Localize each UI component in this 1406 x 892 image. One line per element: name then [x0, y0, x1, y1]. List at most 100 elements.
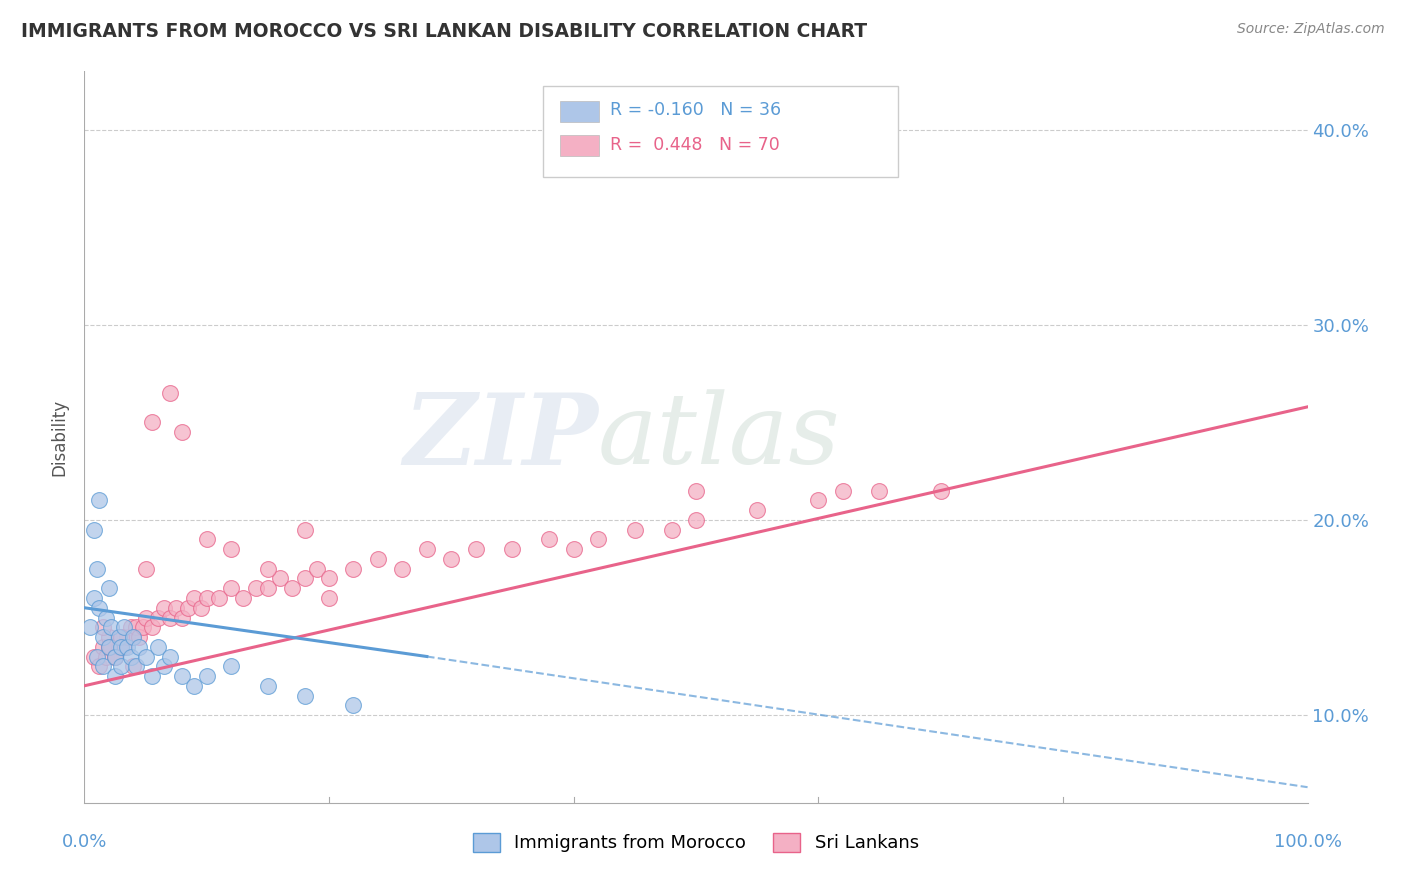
- Point: [83, 649, 105, 664]
- Point: [685, 513, 707, 527]
- Point: [257, 679, 280, 693]
- Point: [869, 483, 891, 498]
- Point: [219, 659, 242, 673]
- Point: [110, 630, 132, 644]
- Point: [97, 630, 120, 644]
- Point: [141, 669, 163, 683]
- Point: [100, 640, 122, 654]
- Point: [929, 483, 952, 498]
- Point: [190, 600, 212, 615]
- Point: [110, 640, 132, 654]
- Point: [159, 610, 181, 624]
- Point: [807, 493, 830, 508]
- Point: [141, 620, 163, 634]
- Point: [122, 630, 145, 644]
- Point: [269, 572, 291, 586]
- Point: [115, 630, 138, 644]
- Point: [245, 581, 267, 595]
- Point: [122, 659, 145, 673]
- Point: [97, 581, 120, 595]
- Point: [135, 562, 157, 576]
- Point: [685, 483, 707, 498]
- Point: [318, 591, 340, 605]
- Point: [86, 562, 108, 576]
- Point: [342, 562, 364, 576]
- Point: [128, 630, 150, 644]
- Point: [91, 659, 114, 673]
- Point: [367, 552, 389, 566]
- Point: [172, 425, 194, 440]
- FancyBboxPatch shape: [560, 135, 599, 156]
- Point: [87, 493, 110, 508]
- FancyBboxPatch shape: [543, 86, 898, 178]
- Point: [96, 610, 118, 624]
- Text: ZIP: ZIP: [404, 389, 598, 485]
- Point: [110, 630, 132, 644]
- Point: [257, 562, 280, 576]
- Point: [208, 591, 231, 605]
- Point: [132, 620, 155, 634]
- Point: [294, 689, 316, 703]
- Point: [104, 669, 127, 683]
- Point: [83, 591, 105, 605]
- Point: [107, 640, 129, 654]
- Point: [135, 649, 157, 664]
- Point: [195, 591, 218, 605]
- Point: [104, 649, 127, 664]
- Point: [195, 533, 218, 547]
- Point: [281, 581, 304, 595]
- Point: [97, 640, 120, 654]
- Point: [115, 640, 138, 654]
- Point: [305, 562, 328, 576]
- Point: [125, 620, 148, 634]
- Point: [562, 542, 585, 557]
- Point: [107, 630, 129, 644]
- Point: [146, 610, 169, 624]
- Point: [232, 591, 254, 605]
- Point: [110, 659, 132, 673]
- Point: [112, 620, 135, 634]
- Point: [97, 640, 120, 654]
- Point: [502, 542, 524, 557]
- Point: [416, 542, 439, 557]
- Point: [120, 620, 142, 634]
- Point: [219, 581, 242, 595]
- Text: Source: ZipAtlas.com: Source: ZipAtlas.com: [1237, 22, 1385, 37]
- Point: [153, 600, 176, 615]
- Point: [391, 562, 413, 576]
- Text: 0.0%: 0.0%: [62, 833, 107, 851]
- Point: [159, 386, 181, 401]
- Point: [831, 483, 853, 498]
- Point: [624, 523, 647, 537]
- Point: [538, 533, 561, 547]
- Point: [96, 649, 118, 664]
- Point: [83, 523, 105, 537]
- FancyBboxPatch shape: [560, 101, 599, 122]
- Point: [135, 610, 157, 624]
- Legend: Immigrants from Morocco, Sri Lankans: Immigrants from Morocco, Sri Lankans: [465, 826, 927, 860]
- Point: [87, 600, 110, 615]
- Point: [195, 669, 218, 683]
- Point: [141, 416, 163, 430]
- Point: [146, 640, 169, 654]
- Point: [165, 600, 187, 615]
- Point: [87, 659, 110, 673]
- Point: [159, 649, 181, 664]
- Point: [661, 523, 683, 537]
- Point: [91, 620, 114, 634]
- Point: [125, 659, 148, 673]
- Y-axis label: Disability: Disability: [51, 399, 69, 475]
- Point: [464, 542, 486, 557]
- Point: [257, 581, 280, 595]
- Point: [122, 630, 145, 644]
- Point: [153, 659, 176, 673]
- Point: [120, 649, 142, 664]
- Point: [342, 698, 364, 713]
- Point: [586, 533, 609, 547]
- Text: 100.0%: 100.0%: [1274, 833, 1341, 851]
- Point: [177, 600, 200, 615]
- Text: atlas: atlas: [598, 390, 841, 484]
- Point: [440, 552, 463, 566]
- Point: [318, 572, 340, 586]
- Point: [104, 649, 127, 664]
